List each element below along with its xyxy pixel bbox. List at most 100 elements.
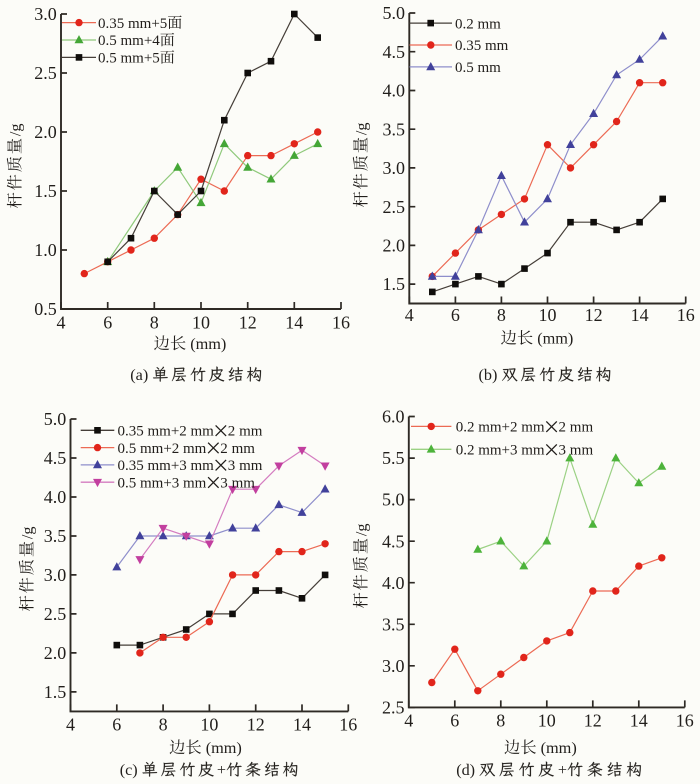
svg-text:5.0: 5.0 xyxy=(383,3,406,23)
svg-text:0.5: 0.5 xyxy=(118,475,137,491)
svg-text:3.0: 3.0 xyxy=(34,4,57,24)
svg-text:mm: mm xyxy=(191,424,215,440)
svg-text:+: + xyxy=(217,761,226,779)
svg-text:(d): (d) xyxy=(456,761,475,779)
svg-text:2: 2 xyxy=(228,424,236,440)
svg-text:2.0: 2.0 xyxy=(383,236,406,256)
svg-text:mm: mm xyxy=(239,458,263,474)
svg-text:10: 10 xyxy=(539,305,557,325)
svg-text:0.35: 0.35 xyxy=(455,38,481,54)
svg-text:mm: mm xyxy=(521,443,545,459)
svg-text:0.2: 0.2 xyxy=(456,420,475,436)
svg-text:8: 8 xyxy=(159,715,168,735)
svg-text:mm+2: mm+2 xyxy=(140,441,179,457)
svg-text:0.2: 0.2 xyxy=(455,16,474,32)
svg-text:3.5: 3.5 xyxy=(382,614,405,634)
svg-text:0.5: 0.5 xyxy=(455,60,474,76)
svg-text:(c): (c) xyxy=(120,761,138,779)
svg-text:5.5: 5.5 xyxy=(382,448,405,468)
svg-text:4.0: 4.0 xyxy=(383,81,406,101)
svg-text:1.5: 1.5 xyxy=(34,181,57,201)
svg-text:0.35: 0.35 xyxy=(98,16,124,32)
svg-text:mm: mm xyxy=(191,458,215,474)
svg-text:3: 3 xyxy=(228,458,236,474)
svg-text:0.35: 0.35 xyxy=(118,424,144,440)
svg-text:2.5: 2.5 xyxy=(382,698,405,718)
svg-text:0.2: 0.2 xyxy=(456,443,475,459)
svg-text:6: 6 xyxy=(112,715,121,735)
svg-text:0.5: 0.5 xyxy=(98,33,117,49)
svg-text:3.0: 3.0 xyxy=(382,656,405,676)
svg-text:mm: mm xyxy=(570,443,594,459)
svg-text:10: 10 xyxy=(192,313,210,333)
svg-text:mm: mm xyxy=(183,441,207,457)
svg-text:mm: mm xyxy=(478,16,502,32)
svg-text:6: 6 xyxy=(103,313,112,333)
svg-text:4.5: 4.5 xyxy=(382,531,405,551)
svg-text:12: 12 xyxy=(585,305,603,325)
svg-text:mm: mm xyxy=(570,420,594,436)
svg-text:4: 4 xyxy=(404,711,413,731)
svg-text:mm: mm xyxy=(232,475,256,491)
svg-text:mm: mm xyxy=(521,420,545,436)
svg-text:8: 8 xyxy=(496,711,505,731)
svg-text:8: 8 xyxy=(150,313,159,333)
svg-text:16: 16 xyxy=(676,711,694,731)
svg-text:1.5: 1.5 xyxy=(44,682,67,702)
svg-text:0.5: 0.5 xyxy=(118,441,137,457)
svg-text:5.0: 5.0 xyxy=(382,490,405,510)
svg-text:0.35: 0.35 xyxy=(118,458,144,474)
svg-text:4.0: 4.0 xyxy=(382,573,405,593)
svg-text:mm+2: mm+2 xyxy=(478,420,517,436)
svg-text:/g: /g xyxy=(18,527,36,540)
svg-text:/g: /g xyxy=(6,124,24,137)
svg-text:4: 4 xyxy=(405,305,414,325)
svg-text:mm+3: mm+3 xyxy=(478,443,517,459)
svg-text:2: 2 xyxy=(220,441,228,457)
svg-text:14: 14 xyxy=(285,313,303,333)
svg-text:3: 3 xyxy=(220,475,228,491)
svg-text:3.0: 3.0 xyxy=(44,565,67,585)
svg-text:3.0: 3.0 xyxy=(383,158,406,178)
svg-text:2.5: 2.5 xyxy=(44,604,67,624)
svg-text:mm: mm xyxy=(183,475,207,491)
svg-text:12: 12 xyxy=(247,715,265,735)
svg-text:mm: mm xyxy=(485,38,509,54)
svg-text:3: 3 xyxy=(559,443,567,459)
svg-text:mm: mm xyxy=(239,424,263,440)
svg-text:4.5: 4.5 xyxy=(383,42,406,62)
svg-text:5.0: 5.0 xyxy=(44,409,67,429)
svg-text:2.5: 2.5 xyxy=(34,63,57,83)
svg-text:0.5: 0.5 xyxy=(34,299,57,319)
svg-text:mm+2: mm+2 xyxy=(148,424,187,440)
svg-text:16: 16 xyxy=(332,313,350,333)
svg-text:1.0: 1.0 xyxy=(34,240,57,260)
svg-text:1.5: 1.5 xyxy=(383,274,406,294)
svg-text:6: 6 xyxy=(450,711,459,731)
svg-text:0.5: 0.5 xyxy=(98,51,117,67)
svg-text:+: + xyxy=(558,761,567,779)
svg-text:(mm): (mm) xyxy=(541,738,577,757)
svg-text:/g: /g xyxy=(352,123,370,136)
svg-text:2.0: 2.0 xyxy=(44,643,67,663)
svg-text:12: 12 xyxy=(239,313,257,333)
svg-text:8: 8 xyxy=(497,305,506,325)
svg-text:mm: mm xyxy=(232,441,256,457)
svg-text:4.0: 4.0 xyxy=(44,487,67,507)
svg-text:14: 14 xyxy=(293,715,311,735)
svg-text:4: 4 xyxy=(57,313,66,333)
svg-text:(mm): (mm) xyxy=(206,738,242,757)
svg-text:(b): (b) xyxy=(479,366,498,384)
svg-text:3.5: 3.5 xyxy=(44,526,67,546)
svg-text:mm+3: mm+3 xyxy=(140,475,179,491)
svg-text:(a): (a) xyxy=(130,366,148,384)
svg-text:3.5: 3.5 xyxy=(383,119,406,139)
svg-text:14: 14 xyxy=(630,711,648,731)
svg-text:2: 2 xyxy=(559,420,567,436)
svg-text:mm+4: mm+4 xyxy=(121,33,161,49)
svg-text:(mm): (mm) xyxy=(190,334,226,353)
svg-text:mm+3: mm+3 xyxy=(148,458,187,474)
svg-text:mm+5: mm+5 xyxy=(121,51,160,67)
svg-text:16: 16 xyxy=(677,305,695,325)
svg-text:10: 10 xyxy=(200,715,218,735)
